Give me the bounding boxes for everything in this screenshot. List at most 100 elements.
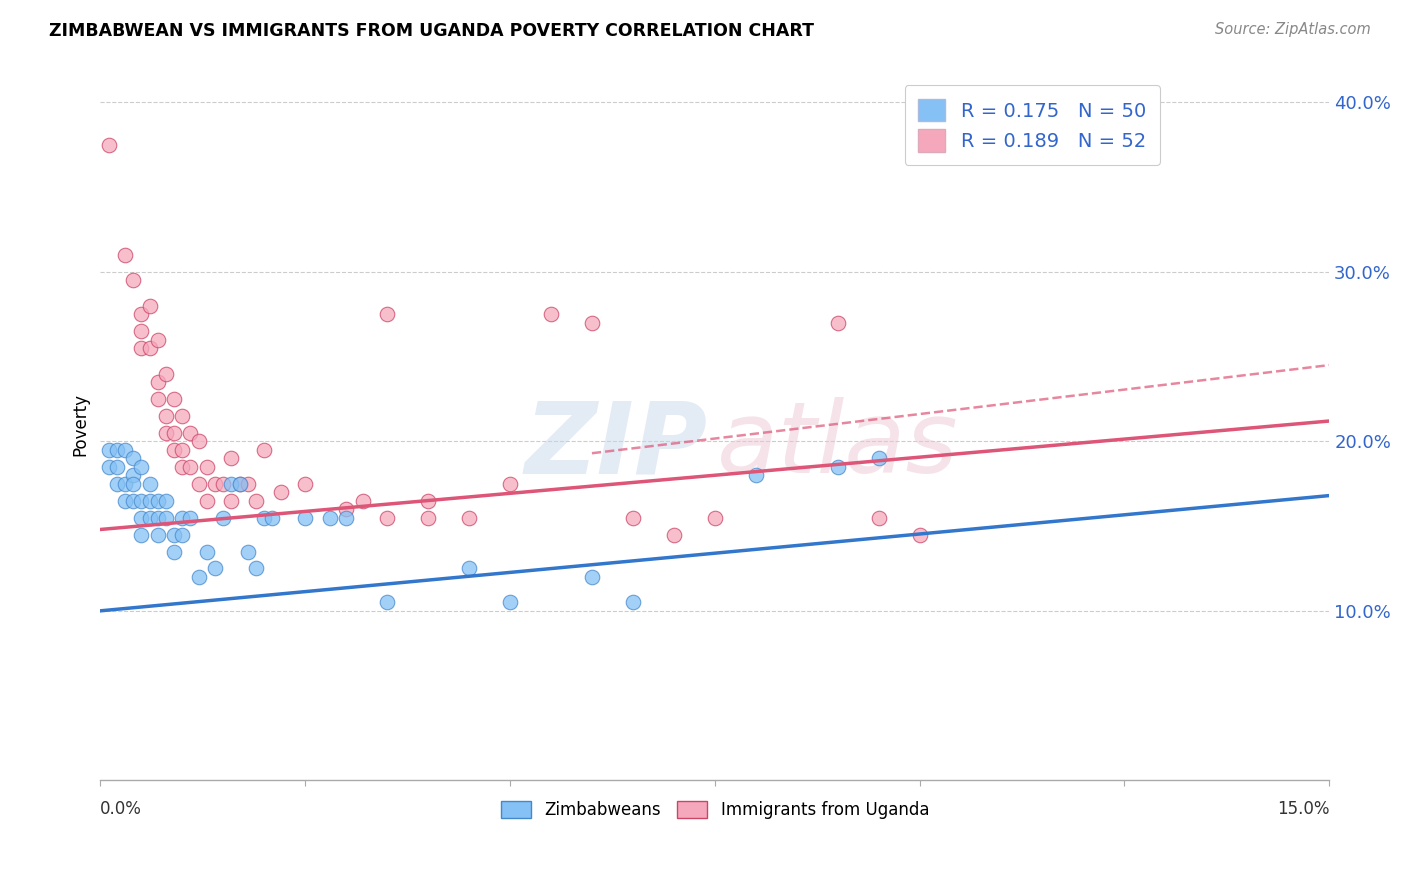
Point [97, 459, 120, 474]
Point [131, 493, 153, 508]
Point [179, 459, 201, 474]
Point [458, 561, 481, 575]
Point [131, 341, 153, 355]
Point [236, 544, 259, 558]
Point [114, 493, 136, 508]
Point [131, 307, 153, 321]
Point [195, 459, 218, 474]
Point [375, 595, 398, 609]
Text: atlas: atlas [717, 397, 959, 494]
Point [163, 425, 186, 440]
Point [155, 409, 177, 423]
Point [212, 476, 235, 491]
Point [195, 493, 218, 508]
Point [122, 451, 145, 466]
Point [868, 510, 890, 524]
Point [499, 595, 522, 609]
Point [163, 544, 186, 558]
Point [138, 493, 160, 508]
Point [621, 510, 644, 524]
Point [245, 493, 267, 508]
Point [204, 561, 226, 575]
Text: ZIP: ZIP [524, 397, 709, 494]
Point [253, 442, 276, 457]
Point [581, 316, 603, 330]
Point [105, 459, 128, 474]
Point [114, 476, 136, 491]
Point [131, 527, 153, 541]
Point [146, 527, 169, 541]
Point [146, 493, 169, 508]
Point [138, 476, 160, 491]
Point [270, 485, 292, 500]
Point [163, 392, 186, 406]
Point [122, 273, 145, 287]
Point [131, 510, 153, 524]
Point [122, 493, 145, 508]
Point [228, 476, 250, 491]
Point [221, 476, 243, 491]
Point [187, 434, 209, 449]
Point [155, 425, 177, 440]
Point [416, 493, 439, 508]
Point [581, 570, 603, 584]
Point [352, 493, 374, 508]
Point [172, 442, 194, 457]
Point [179, 425, 201, 440]
Point [745, 468, 768, 483]
Point [122, 476, 145, 491]
Point [179, 510, 201, 524]
Point [827, 459, 849, 474]
Point [131, 324, 153, 338]
Point [228, 476, 250, 491]
Y-axis label: Poverty: Poverty [72, 392, 89, 456]
Point [146, 510, 169, 524]
Point [105, 476, 128, 491]
Point [155, 510, 177, 524]
Point [146, 375, 169, 389]
Point [499, 476, 522, 491]
Point [163, 527, 186, 541]
Point [195, 544, 218, 558]
Point [827, 316, 849, 330]
Point [212, 510, 235, 524]
Point [97, 137, 120, 152]
Text: Source: ZipAtlas.com: Source: ZipAtlas.com [1215, 22, 1371, 37]
Point [138, 341, 160, 355]
Point [621, 595, 644, 609]
Point [868, 451, 890, 466]
Point [114, 442, 136, 457]
Point [221, 493, 243, 508]
Point [155, 493, 177, 508]
Text: ZIMBABWEAN VS IMMIGRANTS FROM UGANDA POVERTY CORRELATION CHART: ZIMBABWEAN VS IMMIGRANTS FROM UGANDA POV… [49, 22, 814, 40]
Text: 0.0%: 0.0% [100, 800, 142, 818]
Point [662, 527, 685, 541]
Point [335, 510, 357, 524]
Point [703, 510, 725, 524]
Point [253, 510, 276, 524]
Point [131, 459, 153, 474]
Point [294, 510, 316, 524]
Point [908, 527, 931, 541]
Point [105, 442, 128, 457]
Point [540, 307, 562, 321]
Point [236, 476, 259, 491]
Point [319, 510, 342, 524]
Point [122, 468, 145, 483]
Point [204, 476, 226, 491]
Point [335, 502, 357, 516]
Point [172, 409, 194, 423]
Point [416, 510, 439, 524]
Point [146, 333, 169, 347]
Point [138, 510, 160, 524]
Point [155, 367, 177, 381]
Point [458, 510, 481, 524]
Point [375, 307, 398, 321]
Legend: Zimbabweans, Immigrants from Uganda: Zimbabweans, Immigrants from Uganda [494, 794, 936, 825]
Point [163, 442, 186, 457]
Point [172, 527, 194, 541]
Point [97, 442, 120, 457]
Point [221, 451, 243, 466]
Point [146, 392, 169, 406]
Point [172, 510, 194, 524]
